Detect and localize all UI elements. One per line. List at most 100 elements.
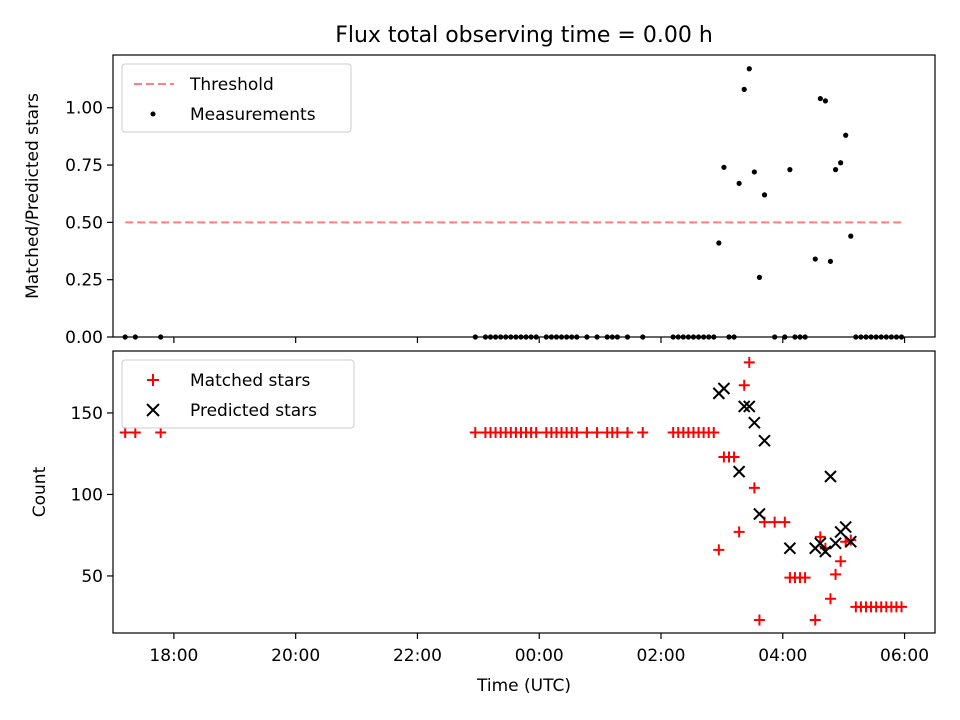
- matched-star-point: [581, 427, 593, 439]
- legend-measurements-marker: [150, 111, 156, 117]
- measurement-point: [513, 334, 519, 340]
- legend-predicted-marker: [146, 403, 160, 417]
- measurement-point: [472, 334, 478, 340]
- measurement-point: [706, 334, 712, 340]
- measurement-point: [787, 167, 793, 173]
- measurement-point: [122, 334, 128, 340]
- matched-star-point: [799, 572, 811, 584]
- measurement-point: [711, 334, 717, 340]
- predicted-star-point: [743, 400, 756, 413]
- matched-star-point: [530, 427, 542, 439]
- measurement-point: [574, 334, 580, 340]
- y-tick-label: 100: [71, 485, 103, 505]
- measurement-point: [132, 334, 138, 340]
- measurement-point: [498, 334, 504, 340]
- predicted-star-point: [829, 537, 842, 550]
- predicted-star-point: [738, 400, 751, 413]
- matched-star-point: [814, 531, 826, 543]
- matched-star-point: [713, 544, 725, 556]
- x-tick-label: 20:00: [271, 646, 320, 666]
- bottom-y-axis-label: Count: [30, 466, 50, 517]
- measurement-point: [858, 334, 864, 340]
- measurement-point: [492, 334, 499, 340]
- matched-star-point: [637, 427, 649, 439]
- measurement-point: [817, 95, 823, 102]
- measurement-point: [832, 167, 839, 173]
- matched-star-point: [779, 516, 791, 528]
- top-panel: Matched/Predicted stars 0.00 0.25 0.50 0.75…: [23, 54, 936, 348]
- measurement-point: [695, 334, 702, 340]
- measurement-point: [878, 334, 884, 340]
- measurement-point: [518, 334, 524, 340]
- measurement-point: [533, 334, 539, 340]
- predicted-star-point: [814, 537, 827, 550]
- chart-title: Flux total observing time = 0.00 h: [335, 23, 713, 48]
- measurement-point: [604, 334, 610, 340]
- x-tick-label: 18:00: [149, 646, 198, 666]
- predicted-star-point: [758, 434, 771, 447]
- measurement-point: [553, 334, 560, 340]
- y-tick-label: 0.75: [65, 156, 103, 176]
- measurement-point: [564, 334, 570, 340]
- matched-star-point: [830, 568, 842, 580]
- matched-star-point: [469, 427, 481, 439]
- matched-star-point: [622, 427, 634, 439]
- measurement-point: [675, 334, 681, 340]
- measurement-point: [772, 334, 778, 340]
- y-tick-label: 150: [71, 404, 103, 424]
- matched-star-point: [733, 526, 745, 538]
- measurement-point: [503, 334, 509, 340]
- x-tick-label: 00:00: [515, 646, 564, 666]
- measurement-point: [614, 334, 620, 340]
- matched-star-point: [835, 555, 847, 567]
- measurement-point: [853, 334, 859, 340]
- measurement-point: [868, 334, 874, 340]
- predicted-star-point: [839, 520, 852, 534]
- predicted-star-point: [844, 535, 857, 548]
- measurement-point: [873, 334, 879, 340]
- matched-star-point: [129, 427, 141, 439]
- measurement-point: [701, 334, 707, 340]
- matched-star-point: [728, 451, 740, 463]
- measurement-point: [558, 334, 565, 340]
- matched-star-point: [119, 427, 131, 439]
- measurement-point: [523, 334, 529, 340]
- matched-star-point: [155, 427, 167, 439]
- matched-star-point: [708, 427, 720, 439]
- measurement-point: [822, 98, 829, 104]
- measurement-point: [584, 334, 590, 340]
- measurement-point: [797, 334, 803, 340]
- measurement-point: [482, 334, 489, 340]
- matched-star-point: [753, 614, 765, 626]
- measurement-point: [690, 334, 697, 340]
- predicted-stars-series: [712, 382, 857, 558]
- measurement-point: [782, 334, 788, 340]
- measurement-point: [680, 334, 686, 340]
- measurement-point: [843, 132, 849, 138]
- measurement-point: [731, 334, 737, 340]
- measurement-point: [746, 66, 752, 72]
- bottom-plot-frame: [112, 350, 936, 634]
- legend-matched-marker: [147, 374, 159, 386]
- measurement-point: [487, 334, 494, 340]
- top-x-ticks: [173, 337, 906, 343]
- matched-star-point: [738, 379, 750, 391]
- measurement-point: [751, 169, 757, 175]
- matched-stars-series: [119, 356, 908, 626]
- legend-predicted-label: Predicted stars: [190, 401, 317, 421]
- measurement-point: [726, 334, 732, 340]
- measurement-point: [685, 334, 692, 340]
- top-y-axis-label: Matched/Predicted stars: [23, 93, 43, 299]
- measurement-point: [548, 334, 555, 340]
- measurement-point: [624, 334, 631, 340]
- measurement-point: [640, 334, 646, 340]
- measurement-point: [898, 334, 905, 340]
- measurement-point: [741, 86, 747, 92]
- x-tick-label: 06:00: [880, 646, 929, 666]
- y-tick-label: 0.00: [65, 328, 103, 348]
- legend-threshold-label: Threshold: [189, 75, 274, 95]
- matched-star-point: [809, 614, 821, 626]
- measurement-point: [721, 164, 727, 170]
- measurement-point: [756, 274, 763, 280]
